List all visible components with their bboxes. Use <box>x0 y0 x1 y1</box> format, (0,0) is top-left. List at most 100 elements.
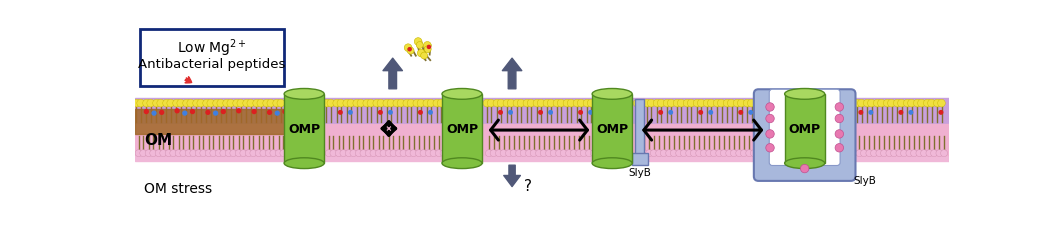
Circle shape <box>779 111 782 115</box>
Circle shape <box>386 150 392 157</box>
Circle shape <box>267 100 275 108</box>
Circle shape <box>866 150 873 157</box>
Circle shape <box>206 111 210 115</box>
Circle shape <box>499 111 502 115</box>
Circle shape <box>229 150 237 157</box>
Circle shape <box>893 100 902 108</box>
Circle shape <box>673 100 681 108</box>
Circle shape <box>840 150 848 157</box>
Circle shape <box>856 150 863 157</box>
Bar <box>135 110 296 134</box>
Circle shape <box>353 100 360 108</box>
Circle shape <box>170 150 177 157</box>
Circle shape <box>696 150 703 157</box>
Circle shape <box>549 111 553 115</box>
Circle shape <box>869 111 873 115</box>
Circle shape <box>349 111 352 115</box>
Circle shape <box>516 150 522 157</box>
Circle shape <box>483 100 490 108</box>
Circle shape <box>655 150 663 157</box>
Circle shape <box>207 100 215 108</box>
Circle shape <box>175 109 179 113</box>
Circle shape <box>197 100 205 108</box>
Circle shape <box>647 100 655 108</box>
Circle shape <box>771 150 777 157</box>
Circle shape <box>383 100 391 108</box>
Circle shape <box>635 150 643 157</box>
Circle shape <box>133 100 141 108</box>
Circle shape <box>663 100 671 108</box>
Circle shape <box>938 100 945 108</box>
Circle shape <box>527 100 535 108</box>
Circle shape <box>147 100 154 108</box>
Circle shape <box>568 100 575 108</box>
Circle shape <box>135 150 142 157</box>
Circle shape <box>523 100 531 108</box>
Circle shape <box>533 100 541 108</box>
Circle shape <box>136 100 145 108</box>
Circle shape <box>930 150 938 157</box>
Circle shape <box>210 150 217 157</box>
Circle shape <box>740 150 747 157</box>
Circle shape <box>739 111 742 115</box>
Circle shape <box>721 150 727 157</box>
Ellipse shape <box>592 158 632 169</box>
FancyBboxPatch shape <box>769 90 840 166</box>
Circle shape <box>196 150 202 157</box>
Circle shape <box>661 150 667 157</box>
Circle shape <box>886 150 893 157</box>
Circle shape <box>425 150 432 157</box>
Circle shape <box>190 150 197 157</box>
Circle shape <box>205 150 212 157</box>
Circle shape <box>859 111 863 115</box>
Circle shape <box>897 100 905 108</box>
Circle shape <box>273 100 280 108</box>
Circle shape <box>545 150 553 157</box>
Circle shape <box>644 100 651 108</box>
Circle shape <box>765 130 775 139</box>
Circle shape <box>408 48 411 52</box>
Circle shape <box>375 150 383 157</box>
Circle shape <box>837 100 846 108</box>
Circle shape <box>503 100 511 108</box>
Bar <box>635 100 644 161</box>
Circle shape <box>260 150 266 157</box>
Circle shape <box>756 150 763 157</box>
Circle shape <box>828 100 835 108</box>
Circle shape <box>778 100 785 108</box>
Circle shape <box>520 150 527 157</box>
Circle shape <box>346 150 352 157</box>
Circle shape <box>901 150 908 157</box>
Circle shape <box>507 100 515 108</box>
Text: Antibacterial peptides: Antibacterial peptides <box>138 58 285 71</box>
Circle shape <box>557 100 565 108</box>
Circle shape <box>347 100 355 108</box>
Circle shape <box>263 100 271 108</box>
Circle shape <box>237 100 244 108</box>
Circle shape <box>833 100 841 108</box>
Circle shape <box>633 100 641 108</box>
Circle shape <box>160 111 164 115</box>
Circle shape <box>253 110 256 114</box>
Circle shape <box>836 150 842 157</box>
Ellipse shape <box>284 89 324 100</box>
Circle shape <box>776 150 783 157</box>
Circle shape <box>337 100 345 108</box>
Bar <box>135 98 949 160</box>
Circle shape <box>765 150 773 157</box>
Circle shape <box>419 111 422 115</box>
Circle shape <box>873 100 882 108</box>
Circle shape <box>257 100 264 108</box>
Circle shape <box>440 150 447 157</box>
Circle shape <box>183 100 190 108</box>
Circle shape <box>340 150 347 157</box>
Circle shape <box>831 150 837 157</box>
Circle shape <box>548 100 555 108</box>
Ellipse shape <box>284 158 324 169</box>
Circle shape <box>871 150 877 157</box>
Circle shape <box>160 150 167 157</box>
Circle shape <box>716 150 723 157</box>
Circle shape <box>370 150 377 157</box>
Text: OMP: OMP <box>789 122 820 135</box>
Circle shape <box>525 150 533 157</box>
